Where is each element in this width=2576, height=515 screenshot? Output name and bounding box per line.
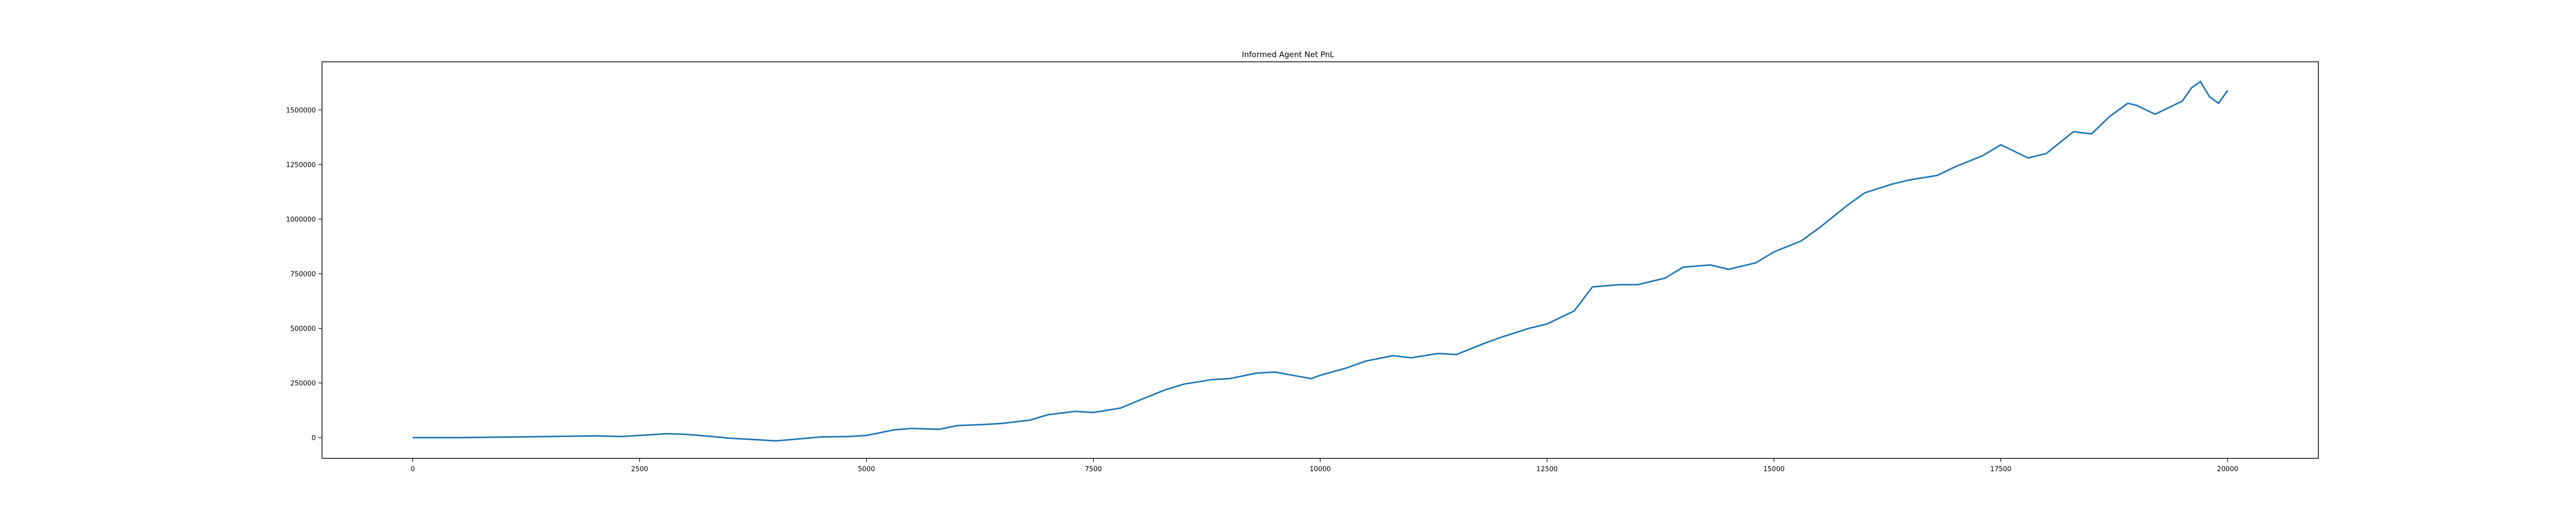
series-line-0: [413, 80, 2229, 442]
x-tick-label: 10000: [1310, 466, 1331, 473]
chart-title: Informed Agent Net PnL: [1242, 50, 1334, 59]
x-tick-label: 12500: [1536, 466, 1557, 473]
x-tick-label: 15000: [1764, 466, 1785, 473]
y-tick-label: 1500000: [286, 107, 316, 114]
plot-area: [413, 80, 2229, 442]
x-axis: 0 2500 5000 7500 10000 12500 15000 17500 20000: [411, 458, 2239, 473]
x-tick-label: 20000: [2217, 466, 2238, 473]
x-tick-label: 5000: [858, 466, 875, 473]
x-tick-label: 7500: [1085, 466, 1102, 473]
x-tick-label: 17500: [1990, 466, 2011, 473]
x-tick-label: 0: [411, 466, 415, 473]
y-tick-label: 250000: [290, 380, 316, 388]
y-tick-label: 1250000: [286, 161, 316, 169]
y-tick-label: 1000000: [286, 216, 316, 224]
axes-frame: [321, 61, 2319, 459]
y-tick-label: 500000: [290, 325, 316, 333]
y-axis: 0 250000 500000 750000 1000000 1250000 1500000: [286, 107, 322, 442]
y-tick-label: 750000: [290, 271, 316, 279]
x-tick-label: 2500: [631, 466, 648, 473]
y-tick-label: 0: [312, 435, 316, 442]
